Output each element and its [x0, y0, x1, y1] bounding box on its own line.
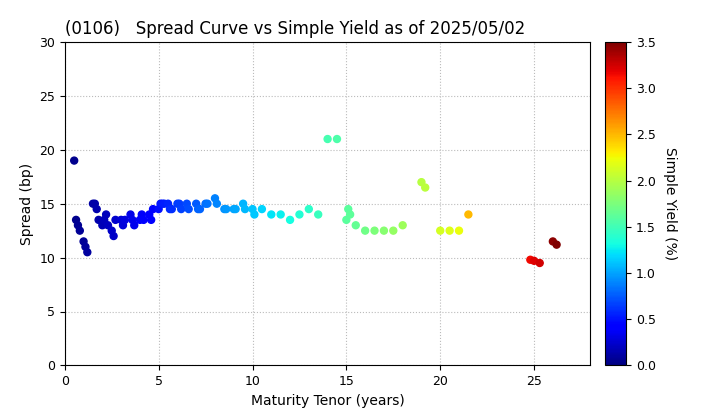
Point [210, 195, 221, 202]
Point [162, 200, 174, 207]
Point [350, 222, 361, 228]
Point [93, 217, 104, 223]
Point [91, 206, 102, 213]
Point [525, 256, 536, 263]
X-axis label: Maturity Tenor (years): Maturity Tenor (years) [251, 394, 405, 408]
Point [211, 200, 222, 207]
Point [87, 200, 99, 207]
Point [228, 206, 240, 213]
Point [247, 206, 258, 213]
Point [127, 217, 138, 223]
Point [194, 206, 206, 213]
Point [78, 238, 89, 245]
Point [294, 211, 305, 218]
Point [155, 200, 166, 207]
Point [219, 206, 230, 213]
Point [157, 200, 168, 207]
Point [551, 241, 562, 248]
Point [528, 257, 540, 264]
Point [138, 217, 150, 223]
Point [192, 206, 204, 213]
Point [109, 217, 121, 223]
Point [331, 136, 343, 142]
Point [266, 211, 277, 218]
Point [454, 227, 465, 234]
Point [284, 217, 296, 223]
Point [415, 179, 427, 186]
Point [71, 217, 82, 223]
Point [148, 206, 159, 213]
Point [117, 222, 129, 228]
Point [303, 206, 315, 213]
Point [547, 238, 559, 245]
Point [102, 222, 114, 228]
Point [343, 206, 354, 213]
Point [248, 211, 260, 218]
Point [119, 217, 130, 223]
Point [369, 227, 380, 234]
Point [100, 211, 112, 218]
Point [534, 260, 546, 266]
Point [74, 227, 86, 234]
Point [239, 206, 251, 213]
Point [89, 200, 101, 207]
Point [171, 200, 183, 207]
Point [174, 200, 185, 207]
Point [230, 206, 241, 213]
Point [434, 227, 446, 234]
Point [125, 211, 136, 218]
Point [190, 200, 202, 207]
Point [158, 200, 170, 207]
Point [359, 227, 371, 234]
Point [344, 211, 356, 218]
Point [143, 211, 155, 218]
Point [81, 249, 93, 255]
Point [312, 211, 324, 218]
Point [128, 222, 140, 228]
Point [96, 222, 108, 228]
Point [420, 184, 431, 191]
Point [106, 227, 117, 234]
Point [99, 217, 110, 223]
Point [202, 200, 213, 207]
Point [444, 227, 455, 234]
Point [256, 206, 268, 213]
Point [108, 233, 120, 239]
Point [341, 217, 352, 223]
Point [220, 206, 232, 213]
Point [322, 136, 333, 142]
Point [68, 157, 80, 164]
Point [238, 200, 249, 207]
Point [134, 217, 145, 223]
Point [275, 211, 287, 218]
Point [387, 227, 399, 234]
Point [166, 206, 178, 213]
Point [378, 227, 390, 234]
Y-axis label: Simple Yield (%): Simple Yield (%) [663, 147, 677, 260]
Point [176, 206, 187, 213]
Point [397, 222, 408, 228]
Point [164, 206, 176, 213]
Point [463, 211, 474, 218]
Point [200, 200, 212, 207]
Point [72, 222, 84, 228]
Point [153, 206, 164, 213]
Point [181, 200, 192, 207]
Point [145, 217, 157, 223]
Text: (0106)   Spread Curve vs Simple Yield as of 2025/05/02: (0106) Spread Curve vs Simple Yield as o… [65, 20, 525, 38]
Point [183, 206, 194, 213]
Point [136, 211, 148, 218]
Y-axis label: Spread (bp): Spread (bp) [19, 163, 34, 245]
Point [80, 244, 91, 250]
Point [115, 217, 127, 223]
